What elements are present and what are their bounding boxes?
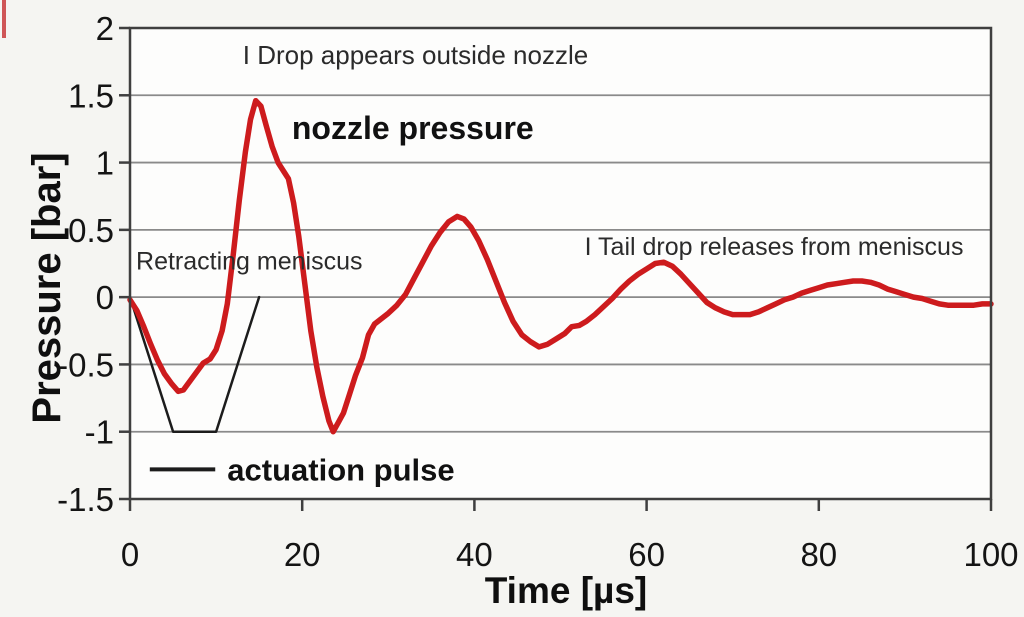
annotation-nozzle-pressure-label: nozzle pressure (292, 110, 534, 146)
plot-border (128, 26, 993, 501)
x-tick-label: 40 (456, 536, 493, 573)
y-tick-label: 1.5 (68, 77, 114, 114)
y-tick-label: -1.5 (57, 481, 114, 518)
x-tick-label: 80 (800, 536, 837, 573)
edge-artifact (2, 0, 6, 38)
annotation-tail-drop-releases: I Tail drop releases from meniscus (585, 233, 964, 261)
x-tick-label: 60 (628, 536, 665, 573)
y-tick-label: 2 (96, 10, 114, 47)
y-tick-label: 0 (96, 279, 114, 316)
y-axis-title: Pressure [bar] (25, 152, 69, 423)
actuation-pulse-curve (128, 295, 261, 433)
x-tick-label: 0 (121, 536, 139, 573)
y-tick-label: 0.5 (68, 212, 114, 249)
annotation-drop-appears-outside-nozzle: I Drop appears outside nozzle (243, 40, 588, 70)
y-tick-label: -1 (85, 414, 114, 451)
y-tick-label: 1 (96, 145, 114, 182)
y-tick-label: -0.5 (57, 346, 114, 383)
nozzle-pressure-curve (127, 97, 994, 435)
legend-label-actuation-pulse: actuation pulse (227, 452, 454, 487)
x-axis-title: Time [µs] (485, 570, 648, 611)
x-tick-label: 100 (963, 536, 1018, 573)
plot-area (130, 28, 991, 499)
x-tick-label: 20 (284, 536, 321, 573)
annotation-retracting-meniscus: Retracting meniscus (136, 248, 362, 276)
